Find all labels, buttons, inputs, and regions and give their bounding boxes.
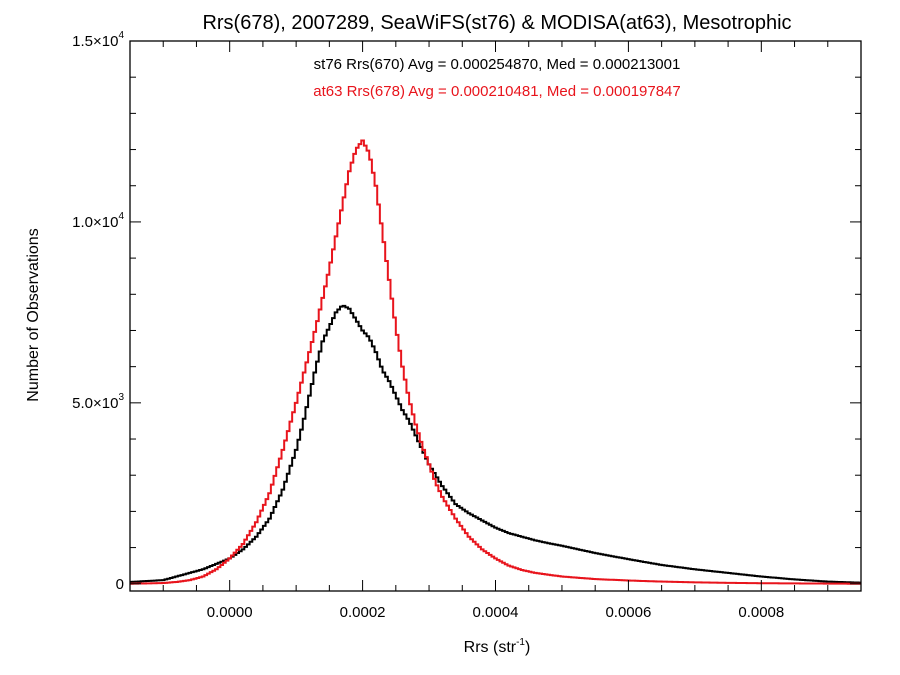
y-tick-label: 0 [116,576,124,593]
x-tick-label: 0.0006 [605,604,651,621]
plot-frame [129,40,862,592]
y-tick-label: 1.0×104 [72,211,124,231]
legend: st76 Rrs(670) Avg = 0.000254870, Med = 0… [313,56,681,100]
y-axis-label: Number of Observations [25,228,42,401]
series-layer [130,139,861,585]
x-axis-label-base: Rrs (str [464,639,517,656]
series-line-at63 [130,139,861,585]
x-axis-label-sup: -1 [516,637,525,648]
x-tick-label: 0.0004 [473,604,519,621]
x-tick-label: 0.0002 [340,604,386,621]
axes: 0.0000 0.0002 0.0004 0.0006 0.0008 0 5.0×103 1.… [72,30,862,621]
series-line-st76 [130,304,861,584]
legend-at63: at63 Rrs(678) Avg = 0.000210481, Med = 0… [313,83,681,100]
x-tick-label: 0.0000 [207,604,253,621]
x-axis-label-end: ) [525,639,530,656]
legend-st76: st76 Rrs(670) Avg = 0.000254870, Med = 0… [314,56,681,73]
x-axis-label: Rrs (str-1) [464,637,531,656]
y-tick-label: 5.0×103 [72,392,124,412]
chart-title: Rrs(678), 2007289, SeaWiFS(st76) & MODIS… [202,12,791,34]
x-tick-label: 0.0008 [738,604,784,621]
y-tick-label: 1.5×104 [72,30,124,50]
